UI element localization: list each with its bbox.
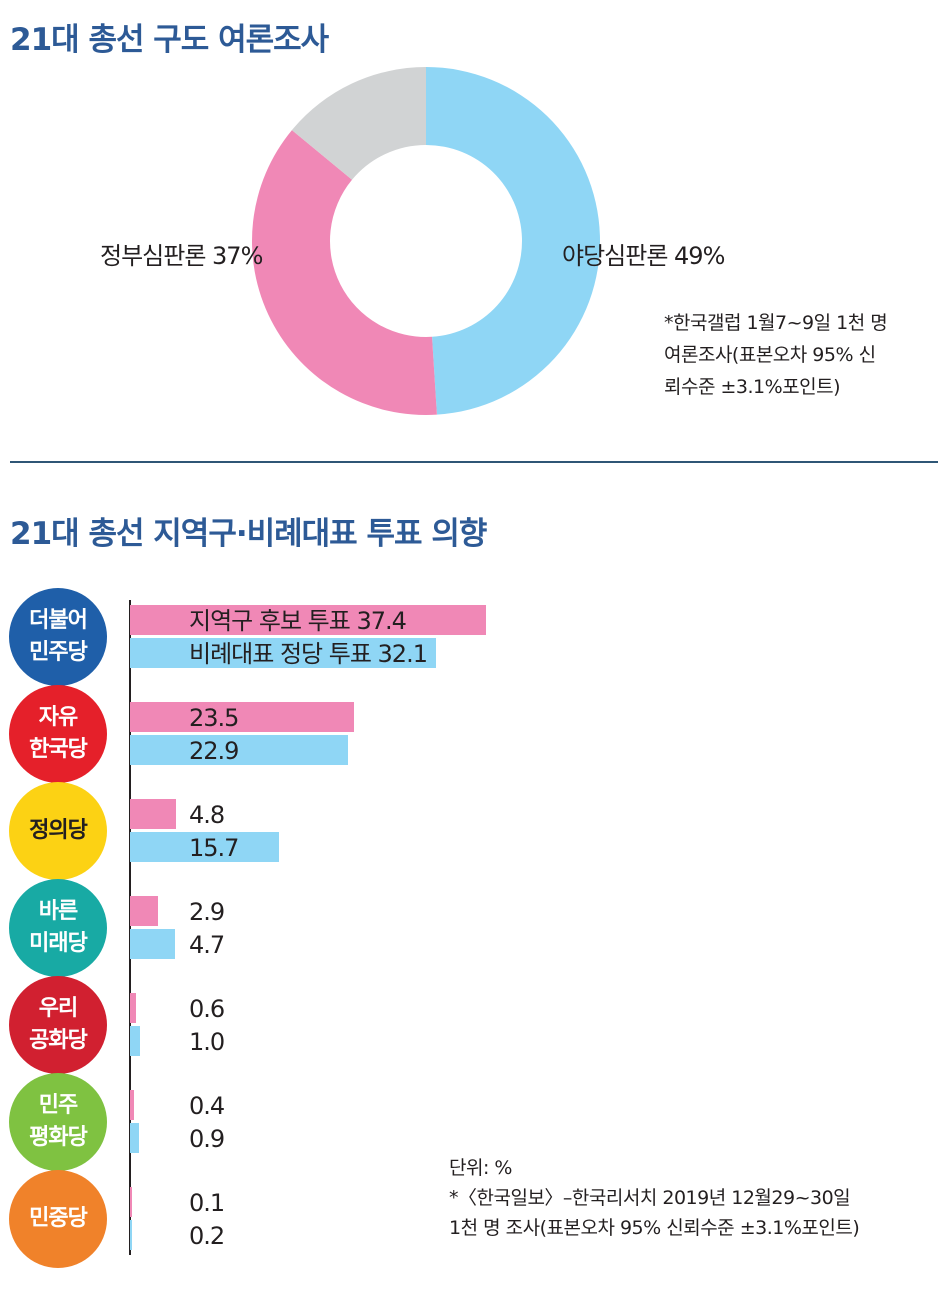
value-label-district: 23.5	[189, 704, 239, 732]
bar-district-vote	[130, 896, 158, 926]
party-name-line: 한국당	[29, 737, 88, 762]
value-label-proportional: 1.0	[189, 1028, 225, 1056]
bar-district-vote	[130, 1187, 132, 1217]
bar-proportional-vote	[130, 735, 348, 765]
bar-district-vote	[130, 605, 486, 635]
value-label-district: 2.9	[189, 898, 225, 926]
note-line: 여론조사(표본오차 95% 신	[664, 344, 876, 366]
bar-chart-title: 21대 총선 지역구·비례대표 투표 의향	[10, 516, 487, 552]
party-name-line: 미래당	[29, 931, 88, 956]
note-line: *한국갤럽 1월7~9일 1천 명	[664, 312, 888, 334]
slice-label-opposition-judgment: 야당심판론 49%	[562, 242, 725, 270]
party-name-line: 민주당	[29, 640, 88, 665]
party-name-line: 공화당	[29, 1028, 88, 1053]
value-label-district: 0.1	[189, 1189, 225, 1217]
value-label-proportional: 비례대표 정당 투표 32.1	[189, 640, 428, 668]
bar-proportional-vote	[130, 832, 280, 862]
bar-district-vote	[130, 993, 136, 1023]
slice-label-government-judgment: 정부심판론 37%	[100, 242, 263, 270]
party-badge: 민중당	[9, 1170, 107, 1268]
value-label-proportional: 15.7	[189, 834, 239, 862]
party-name-line: 바른	[38, 899, 78, 924]
bar-proportional-vote	[130, 1220, 132, 1250]
donut-chart-title: 21대 총선 구도 여론조사	[10, 22, 329, 58]
party-name-line: 민주	[38, 1093, 78, 1118]
bar-source-note: 단위: % *〈한국일보〉–한국리서치 2019년 12월29~30일 1천 명…	[449, 1153, 860, 1243]
value-label-proportional: 22.9	[189, 737, 239, 765]
bar-proportional-vote	[130, 638, 436, 668]
note-line: 1천 명 조사(표본오차 95% 신뢰수준 ±3.1%포인트)	[449, 1217, 860, 1239]
bar-proportional-vote	[130, 1026, 140, 1056]
party-name-line: 더불어	[29, 608, 88, 633]
bar-chart-axis	[129, 600, 131, 1255]
value-label-district: 0.6	[189, 995, 225, 1023]
section-divider	[10, 461, 938, 463]
value-label-district: 4.8	[189, 801, 225, 829]
donut-slice-1	[252, 130, 437, 415]
value-label-proportional: 4.7	[189, 931, 225, 959]
value-label-proportional: 0.2	[189, 1222, 225, 1250]
bar-district-vote	[130, 799, 176, 829]
party-name-line: 민중당	[29, 1206, 88, 1231]
bar-district-vote	[130, 1090, 134, 1120]
unit-note: 단위: %	[449, 1157, 512, 1179]
value-label-proportional: 0.9	[189, 1125, 225, 1153]
party-name-line: 정의당	[29, 818, 88, 843]
party-name-line: 우리	[38, 996, 78, 1021]
bar-district-vote	[130, 702, 354, 732]
note-line: 뢰수준 ±3.1%포인트)	[664, 376, 841, 398]
value-label-district: 0.4	[189, 1092, 225, 1120]
bar-proportional-vote	[130, 929, 175, 959]
donut-chart	[252, 67, 600, 415]
note-line: *〈한국일보〉–한국리서치 2019년 12월29~30일	[449, 1187, 851, 1209]
donut-source-note: *한국갤럽 1월7~9일 1천 명 여론조사(표본오차 95% 신 뢰수준 ±3…	[664, 307, 888, 403]
party-badge: 정의당	[9, 782, 107, 880]
bar-proportional-vote	[130, 1123, 139, 1153]
donut-slice-2	[291, 67, 426, 180]
party-name-line: 평화당	[29, 1125, 88, 1150]
party-name-line: 자유	[38, 705, 78, 730]
value-label-district: 지역구 후보 투표 37.4	[189, 607, 407, 635]
donut-slice-0	[426, 67, 600, 415]
